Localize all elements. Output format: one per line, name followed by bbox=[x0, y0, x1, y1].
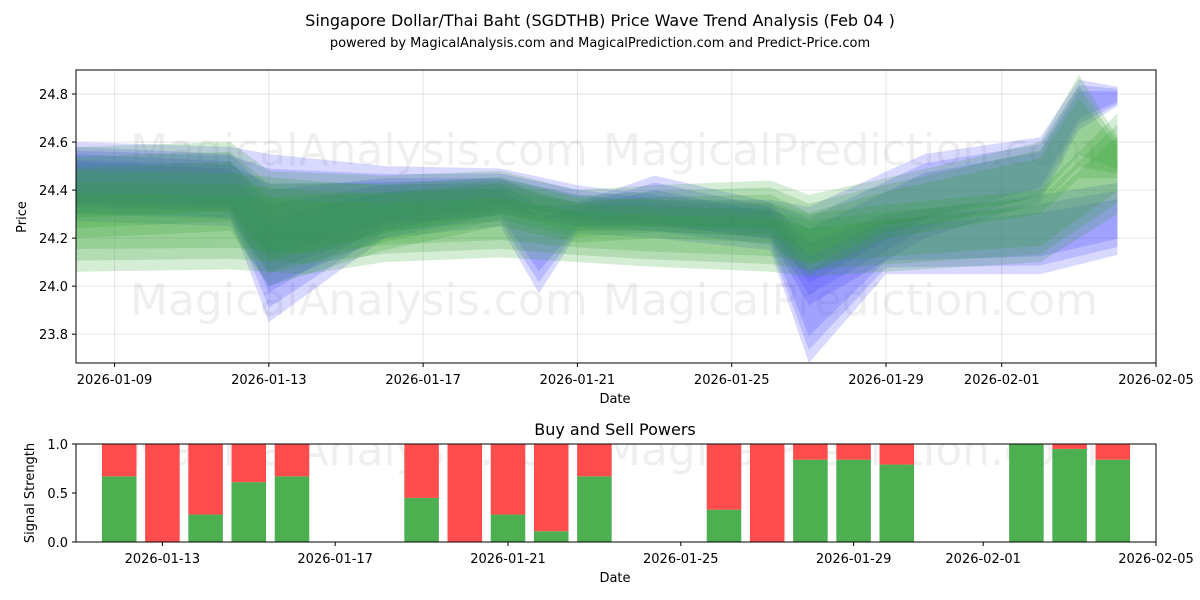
y-tick-label: 23.8 bbox=[39, 328, 68, 343]
x-tick-label: 2026-01-21 bbox=[470, 552, 546, 567]
x-tick-label: 2026-02-05 bbox=[1118, 552, 1194, 567]
x-tick-label: 2026-01-17 bbox=[297, 552, 373, 567]
wave-band-blue-wave-lower bbox=[76, 161, 1118, 336]
watermark-text: MagicalAnalysis.com bbox=[130, 275, 588, 326]
y-tick-label: 24.2 bbox=[39, 232, 68, 247]
x-tick-label: 2026-01-09 bbox=[77, 373, 153, 388]
sell-bar bbox=[879, 444, 915, 465]
sell-bar bbox=[533, 444, 569, 532]
y-tick-label: 24.0 bbox=[39, 280, 68, 295]
y-tick-label: 24.4 bbox=[39, 184, 68, 199]
wave-band-blue-wave-lower bbox=[76, 146, 1118, 363]
buy-bar bbox=[404, 497, 439, 542]
main-chart-title: Singapore Dollar/Thai Baht (SGDTHB) Pric… bbox=[305, 11, 895, 30]
sell-bar bbox=[836, 444, 871, 460]
buy-bar bbox=[101, 476, 137, 542]
x-tick-label: 2026-02-05 bbox=[1118, 373, 1194, 388]
x-tick-label: 2026-01-25 bbox=[694, 373, 770, 388]
top-x-axis-label: Date bbox=[599, 392, 630, 407]
x-tick-label: 2026-02-01 bbox=[945, 552, 1021, 567]
sell-bar bbox=[793, 444, 828, 460]
sell-bar bbox=[101, 444, 137, 477]
signal-panel: MagicalAnalysis.comMagicalPrediction.com… bbox=[47, 438, 1194, 567]
wave-band-green-wave-lower bbox=[76, 135, 1118, 263]
watermark-text: MagicalPrediction.com bbox=[603, 275, 1098, 326]
sell-bar bbox=[145, 444, 180, 542]
main-chart-subtitle: powered by MagicalAnalysis.com and Magic… bbox=[330, 36, 870, 51]
buy-bar bbox=[231, 482, 267, 542]
x-tick-label: 2026-01-25 bbox=[643, 552, 719, 567]
buy-bar bbox=[533, 531, 569, 542]
x-tick-label: 2026-01-21 bbox=[540, 373, 616, 388]
x-tick-label: 2026-01-17 bbox=[385, 373, 461, 388]
watermark-text: MagicalAnalysis.com bbox=[130, 125, 588, 176]
x-tick-label: 2026-02-01 bbox=[964, 373, 1040, 388]
wave-band-green-wave-upper bbox=[76, 74, 1118, 287]
buy-bar bbox=[1095, 459, 1131, 542]
sell-bar bbox=[231, 444, 267, 483]
buy-bar bbox=[188, 514, 223, 542]
sell-bar bbox=[749, 444, 785, 542]
buy-bar bbox=[274, 476, 310, 542]
wave-band-blue-wave-upper bbox=[76, 90, 1118, 284]
x-tick-label: 2026-01-29 bbox=[848, 373, 924, 388]
wave-band-green-wave-upper bbox=[76, 86, 1118, 274]
buy-bar bbox=[706, 509, 742, 542]
x-tick-label: 2026-01-29 bbox=[816, 552, 892, 567]
x-tick-label: 2026-01-13 bbox=[125, 552, 201, 567]
wave-band-green-wave-lower bbox=[76, 113, 1118, 277]
buy-bar bbox=[1052, 448, 1087, 542]
sell-bar bbox=[1052, 444, 1087, 449]
y-tick-label: 24.8 bbox=[39, 88, 68, 103]
sell-bar bbox=[1095, 444, 1131, 460]
sell-bar bbox=[577, 444, 612, 477]
watermark-text: MagicalPrediction.com bbox=[603, 125, 1098, 176]
x-tick-label: 2026-01-13 bbox=[231, 373, 307, 388]
buy-bar bbox=[879, 464, 915, 542]
sell-bar bbox=[404, 444, 439, 498]
sell-bar bbox=[447, 444, 483, 542]
y-tick-label: 24.6 bbox=[39, 136, 68, 151]
buy-bar bbox=[836, 459, 871, 542]
buy-bar bbox=[793, 459, 828, 542]
y-tick-label: 0.0 bbox=[47, 536, 68, 551]
buy-bar bbox=[1009, 444, 1044, 542]
price-panel: MagicalAnalysis.com MagicalAnalysis.com Ma… bbox=[39, 69, 1194, 388]
top-plot-frame bbox=[75, 69, 1157, 364]
top-y-axis-label: Price bbox=[15, 201, 30, 233]
wave-band-blue-wave-lower bbox=[76, 154, 1118, 350]
sell-bar bbox=[188, 444, 223, 515]
wave-band-blue-wave-upper bbox=[76, 85, 1118, 295]
buy-bar bbox=[577, 476, 612, 542]
sell-bar bbox=[706, 444, 742, 510]
y-tick-label: 0.5 bbox=[47, 487, 68, 502]
wave-band-green-wave-lower bbox=[76, 124, 1118, 270]
y-tick-label: 1.0 bbox=[47, 438, 68, 453]
wave-band-blue-wave-upper bbox=[76, 79, 1118, 306]
buy-bar bbox=[490, 514, 526, 542]
bottom-y-axis-label: Signal Strength bbox=[23, 443, 38, 543]
bottom-chart-title: Buy and Sell Powers bbox=[534, 420, 696, 439]
bottom-x-axis-label: Date bbox=[599, 571, 630, 586]
wave-band-green-wave-upper bbox=[76, 98, 1118, 261]
sell-bar bbox=[274, 444, 310, 477]
sell-bar bbox=[490, 444, 526, 515]
